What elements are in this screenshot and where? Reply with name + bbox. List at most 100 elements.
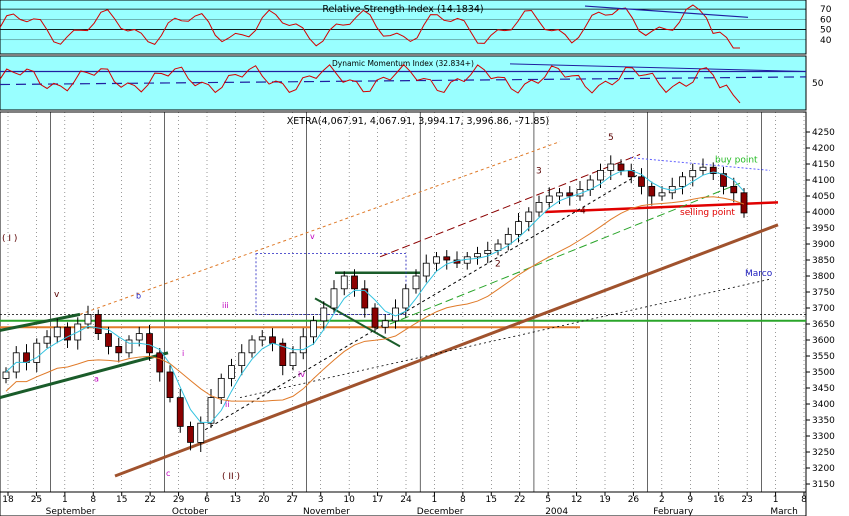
candle-body — [381, 320, 389, 328]
y-tick-label: 4150 — [812, 160, 835, 170]
upper-blue-dotted — [629, 157, 771, 171]
candle-body — [361, 288, 369, 309]
y-tick-label: 3550 — [812, 352, 835, 362]
candle-body — [187, 425, 194, 443]
orange-dashed-channel — [79, 141, 561, 315]
rsi-tick-label: 70 — [820, 5, 832, 15]
candle-body — [504, 233, 512, 245]
x-month-label: 2004 — [545, 507, 568, 516]
x-month-label: December — [417, 507, 464, 516]
candle-body — [217, 377, 225, 398]
x-tick-label: 24 — [400, 495, 412, 505]
x-tick-label: 13 — [230, 495, 241, 505]
x-axis-bg — [0, 491, 807, 516]
main-trend-line — [114, 223, 779, 478]
candle-body — [392, 307, 399, 322]
candles — [2, 155, 748, 452]
x-tick-label: 18 — [2, 495, 14, 505]
x-tick-label: 12 — [571, 495, 582, 505]
candle-body — [53, 326, 61, 338]
candle-body — [648, 185, 656, 197]
x-tick-label: 16 — [713, 495, 725, 505]
candle-body — [351, 275, 358, 290]
lower-dashed-channel — [239, 278, 771, 398]
candle-body — [156, 352, 164, 373]
candle-body — [545, 195, 553, 203]
x-axis: 18 25 1 8 15 22 29 6 13 20 27 3 10 17 24 1 8 15 22 5 12 19 26 2… — [2, 492, 807, 516]
candle-body — [258, 336, 266, 341]
x-month-label: November — [303, 507, 350, 516]
buy-point-label: buy point — [715, 155, 758, 165]
dmi-title: Dynamic Momentum Index (32.834+) — [332, 59, 474, 68]
candle-body — [638, 176, 645, 187]
moving-average-short — [5, 169, 745, 423]
x-tick-label: 27 — [287, 495, 298, 505]
wave-a-label: a — [94, 375, 99, 384]
x-tick-label: 8 — [801, 495, 807, 505]
candle-body — [535, 201, 543, 213]
wave-iv-label: iv — [298, 370, 305, 379]
price-title: XETRA(4,067.91, 4,067.91, 3,994.17, 3,99… — [287, 116, 549, 127]
dmi-line — [0, 63, 741, 104]
x-month-label: September — [46, 507, 96, 516]
candle-body — [422, 262, 430, 277]
x-tick-label: 8 — [90, 495, 96, 505]
dmi-lines — [0, 63, 807, 104]
candle-body — [340, 275, 348, 290]
candle-body — [597, 169, 604, 181]
candle-body — [556, 192, 563, 197]
candle-body — [525, 211, 533, 222]
x-tick-label: 10 — [343, 495, 355, 505]
candle-body — [310, 320, 317, 338]
y-tick-label: 3150 — [812, 480, 835, 490]
candle-body — [494, 243, 502, 251]
rsi-tick-label: 50 — [820, 26, 832, 36]
marco-label: Marco — [745, 269, 773, 279]
y-tick-label: 3650 — [812, 320, 835, 330]
candle-body — [720, 173, 727, 187]
candle-body — [197, 422, 205, 443]
y-tick-label: 3750 — [812, 288, 835, 298]
y-tick-label: 4050 — [812, 192, 835, 202]
x-tick-label: 6 — [204, 495, 210, 505]
candle-body — [64, 326, 71, 341]
candle-body — [658, 192, 666, 197]
x-tick-label: 1 — [432, 495, 438, 505]
candle-body — [166, 371, 174, 399]
y-tick-label: 4100 — [812, 176, 835, 186]
wave-3-label: 3 — [536, 167, 542, 177]
candle-body — [371, 307, 379, 328]
red-dashed-channel — [379, 153, 641, 258]
candle-body — [289, 352, 297, 366]
candle-body — [105, 333, 112, 347]
candle-body — [279, 342, 287, 367]
y-tick-label: 4000 — [812, 208, 835, 218]
x-tick-label: 8 — [460, 495, 466, 505]
y-tick-label: 3350 — [812, 416, 835, 426]
channel-upper-line — [0, 312, 81, 332]
y-tick-label: 3200 — [812, 464, 835, 474]
rsi-tick-label: 40 — [820, 36, 832, 46]
candle-body — [433, 256, 440, 264]
candle-body — [146, 333, 153, 354]
x-tick-label: 25 — [31, 495, 42, 505]
candle-body — [617, 163, 625, 171]
x-tick-label: 22 — [514, 495, 525, 505]
x-tick-label: 20 — [258, 495, 270, 505]
x-tick-label: 1 — [773, 495, 779, 505]
candle-body — [730, 185, 738, 194]
x-tick-label: 9 — [687, 495, 693, 505]
candle-body — [299, 336, 307, 354]
wave-4-label: 4 — [580, 207, 586, 217]
y-tick-label: 3300 — [812, 432, 835, 442]
candle-body — [2, 371, 10, 379]
green-dashed-channel — [389, 182, 741, 325]
wave-v-lower-label: v — [310, 232, 315, 241]
candle-body — [320, 307, 328, 322]
black-dashed-channel — [199, 173, 641, 434]
y-tick-label: 3950 — [812, 224, 835, 234]
wave-i-label: i — [182, 349, 184, 358]
x-tick-label: 3 — [318, 495, 324, 505]
